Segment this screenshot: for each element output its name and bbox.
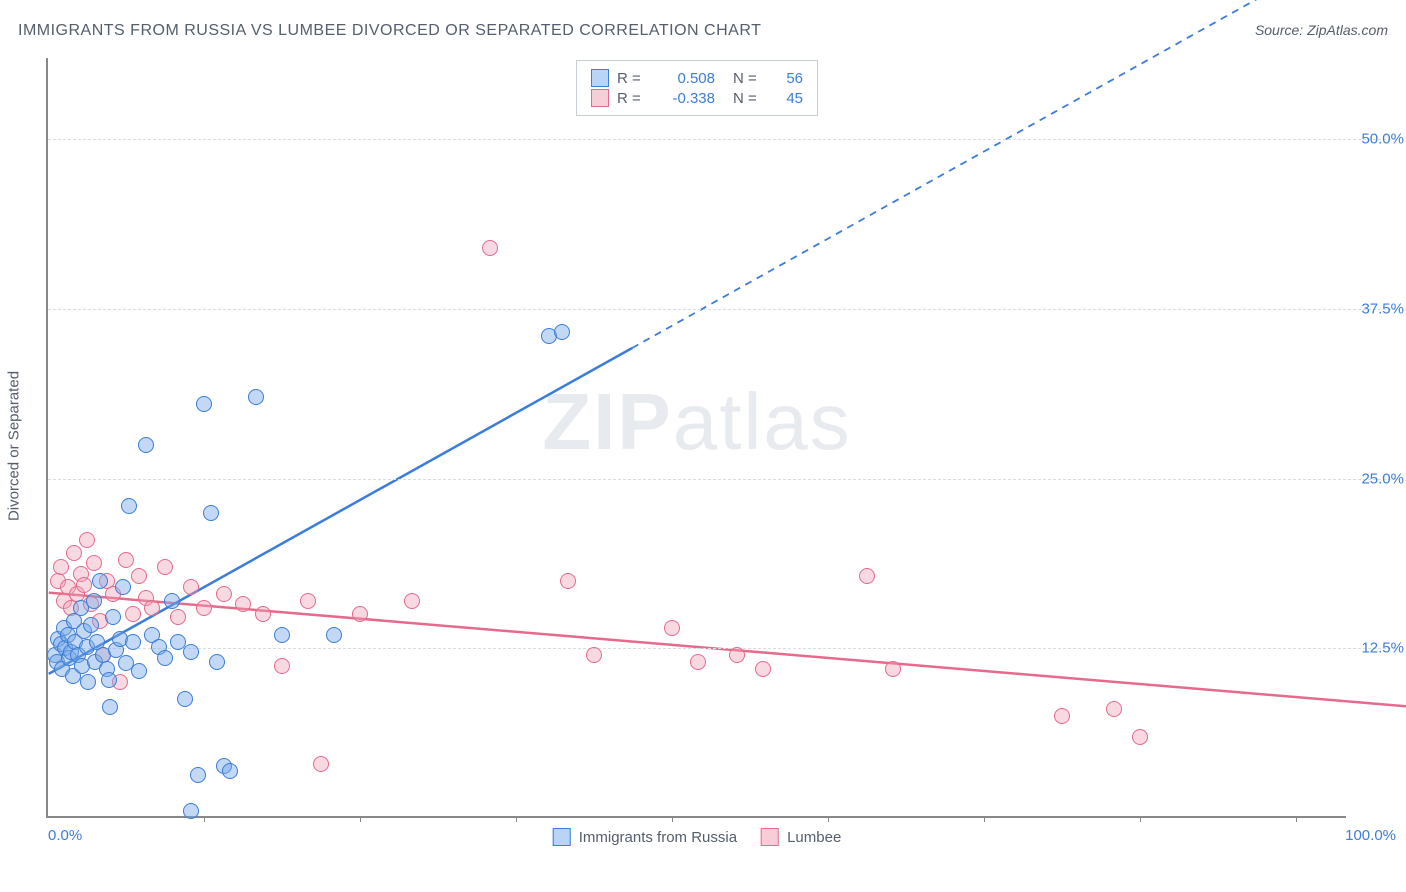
scatter-point-pink <box>86 555 102 571</box>
x-tick-mark <box>360 816 361 822</box>
scatter-point-blue <box>92 573 108 589</box>
gridline-h <box>48 309 1396 310</box>
trend-line <box>49 348 632 674</box>
correlation-legend: R = 0.508 N = 56 R = -0.338 N = 45 <box>576 60 818 116</box>
trend-line <box>49 593 1406 708</box>
scatter-point-pink <box>482 240 498 256</box>
gridline-h <box>48 479 1396 480</box>
scatter-point-blue <box>222 763 238 779</box>
x-tick-mark <box>828 816 829 822</box>
scatter-point-pink <box>859 568 875 584</box>
scatter-point-blue <box>86 593 102 609</box>
x-tick-mark <box>1296 816 1297 822</box>
legend-row-pink: R = -0.338 N = 45 <box>591 89 803 107</box>
scatter-point-blue <box>125 634 141 650</box>
scatter-point-blue <box>105 609 121 625</box>
scatter-point-blue <box>164 593 180 609</box>
scatter-point-blue <box>115 579 131 595</box>
scatter-point-blue <box>183 644 199 660</box>
scatter-point-pink <box>183 579 199 595</box>
scatter-point-pink <box>404 593 420 609</box>
x-tick-mark <box>516 816 517 822</box>
gridline-h <box>48 139 1396 140</box>
scatter-point-pink <box>560 573 576 589</box>
scatter-point-pink <box>664 620 680 636</box>
y-tick-label: 37.5% <box>1350 301 1404 318</box>
scatter-point-blue <box>274 627 290 643</box>
y-tick-label: 25.0% <box>1350 470 1404 487</box>
scatter-point-blue <box>121 498 137 514</box>
scatter-point-pink <box>755 661 771 677</box>
scatter-point-pink <box>125 606 141 622</box>
scatter-point-pink <box>76 577 92 593</box>
x-tick-mark <box>984 816 985 822</box>
scatter-point-blue <box>138 437 154 453</box>
x-tick-mark <box>672 816 673 822</box>
scatter-point-pink <box>300 593 316 609</box>
scatter-point-blue <box>203 505 219 521</box>
legend-item-blue: Immigrants from Russia <box>553 828 737 846</box>
scatter-point-pink <box>313 756 329 772</box>
scatter-point-blue <box>190 767 206 783</box>
scatter-point-blue <box>209 654 225 670</box>
scatter-plot: ZIPatlas R = 0.508 N = 56 R = -0.338 N =… <box>46 58 1346 818</box>
scatter-point-blue <box>80 674 96 690</box>
y-tick-label: 50.0% <box>1350 131 1404 148</box>
watermark: ZIPatlas <box>542 376 851 468</box>
y-tick-label: 12.5% <box>1350 640 1404 657</box>
scatter-point-blue <box>183 803 199 819</box>
scatter-point-blue <box>177 691 193 707</box>
swatch-blue <box>591 69 609 87</box>
scatter-point-pink <box>1106 701 1122 717</box>
source-prefix: Source: ZipAtlas.com <box>1255 22 1388 38</box>
scatter-point-pink <box>274 658 290 674</box>
swatch-blue <box>553 828 571 846</box>
scatter-point-pink <box>144 600 160 616</box>
scatter-point-pink <box>255 606 271 622</box>
scatter-point-pink <box>79 532 95 548</box>
swatch-pink <box>761 828 779 846</box>
scatter-point-pink <box>1132 729 1148 745</box>
gridline-h <box>48 648 1396 649</box>
x-max-label: 100.0% <box>1345 827 1396 844</box>
scatter-point-pink <box>885 661 901 677</box>
scatter-point-pink <box>157 559 173 575</box>
x-tick-mark <box>1140 816 1141 822</box>
scatter-point-pink <box>170 609 186 625</box>
scatter-point-pink <box>53 559 69 575</box>
scatter-point-pink <box>690 654 706 670</box>
scatter-point-pink <box>216 586 232 602</box>
scatter-point-pink <box>586 647 602 663</box>
scatter-point-blue <box>248 389 264 405</box>
scatter-point-blue <box>554 324 570 340</box>
scatter-point-blue <box>326 627 342 643</box>
scatter-point-pink <box>118 552 134 568</box>
scatter-point-blue <box>131 663 147 679</box>
x-min-label: 0.0% <box>48 827 82 844</box>
scatter-point-pink <box>729 647 745 663</box>
y-axis-label: Divorced or Separated <box>6 371 23 521</box>
scatter-point-blue <box>157 650 173 666</box>
swatch-pink <box>591 89 609 107</box>
x-tick-mark <box>204 816 205 822</box>
source-attribution: Source: ZipAtlas.com <box>1255 22 1388 40</box>
chart-title: IMMIGRANTS FROM RUSSIA VS LUMBEE DIVORCE… <box>18 22 761 40</box>
scatter-point-blue <box>102 699 118 715</box>
scatter-point-pink <box>131 568 147 584</box>
legend-row-blue: R = 0.508 N = 56 <box>591 69 803 87</box>
scatter-point-pink <box>66 545 82 561</box>
trend-lines-layer <box>48 58 1346 816</box>
scatter-point-pink <box>235 596 251 612</box>
scatter-point-blue <box>101 672 117 688</box>
scatter-point-pink <box>196 600 212 616</box>
scatter-point-pink <box>352 606 368 622</box>
scatter-point-blue <box>83 617 99 633</box>
series-legend: Immigrants from Russia Lumbee <box>553 828 842 846</box>
legend-item-pink: Lumbee <box>761 828 841 846</box>
trend-line <box>632 0 1345 348</box>
scatter-point-blue <box>196 396 212 412</box>
scatter-point-pink <box>1054 708 1070 724</box>
